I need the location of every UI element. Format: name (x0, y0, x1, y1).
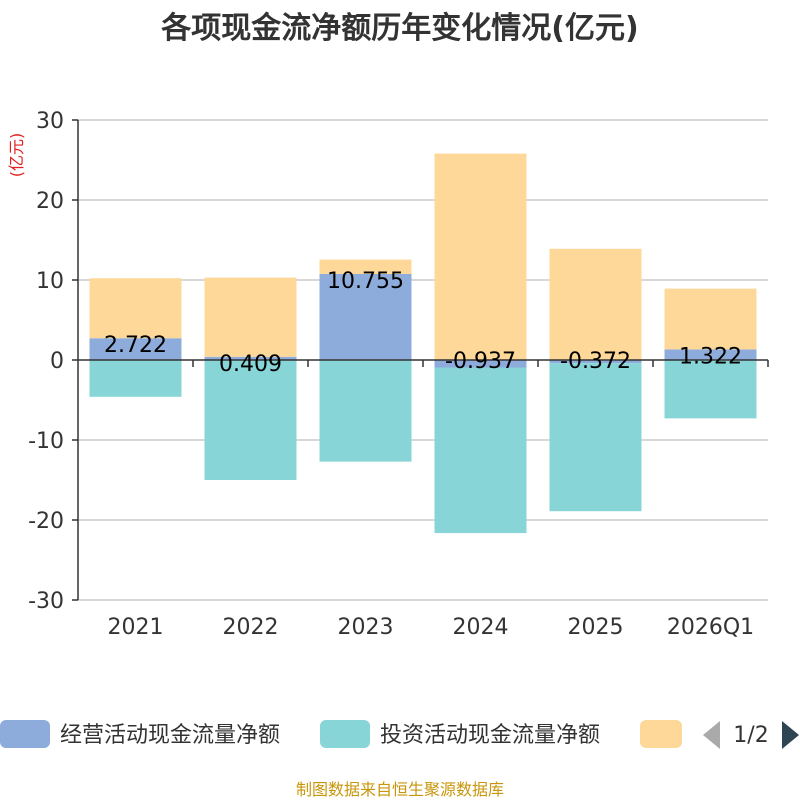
y-tick-label-20: 20 (36, 189, 64, 214)
grid-lines (78, 119, 768, 601)
legend: 经营活动现金流量净额 投资活动现金流量净额 1/2 (0, 720, 799, 749)
bar-2021-series-1 (89, 360, 182, 397)
bar-2024-series-0 (434, 360, 527, 368)
bar-2021-series-2 (89, 278, 182, 339)
y-axis-unit: (亿元) (7, 133, 26, 178)
data-label-2026Q1: 1.322 (679, 344, 742, 369)
legend-swatch-series-2[interactable] (640, 720, 682, 748)
x-tick-label-2025: 2025 (568, 615, 624, 640)
bar-2023-series-2 (319, 259, 412, 274)
source-note: 制图数据来自恒生聚源数据库 (296, 780, 504, 799)
legend-label-series-0[interactable]: 经营活动现金流量净额 (60, 723, 280, 748)
axes: 30 20 10 0 -10 -20 -30 2021 2022 2023 2024 2025 2026… (28, 109, 769, 640)
data-label-2022: 0.409 (219, 352, 282, 377)
x-tick-label-2021: 2021 (108, 615, 164, 640)
bars (89, 153, 757, 534)
bar-2023-series-0 (319, 273, 412, 360)
bar-2026Q1-series-2 (664, 288, 757, 350)
data-label-2021: 2.722 (104, 333, 167, 358)
legend-next-page-icon[interactable] (782, 721, 799, 749)
y-tick-label-10: 10 (36, 269, 64, 294)
bar-2025-series-2 (549, 248, 642, 360)
bar-2023-series-1 (319, 360, 412, 462)
legend-label-series-1[interactable]: 投资活动现金流量净额 (380, 723, 600, 748)
y-tick-label-30: 30 (36, 109, 64, 134)
y-tick-label-0: 0 (50, 349, 64, 374)
data-label-2025: -0.372 (560, 349, 631, 374)
x-tick-label-2023: 2023 (338, 615, 394, 640)
bar-2021-series-0 (89, 338, 182, 360)
bar-2022-series-0 (204, 356, 297, 360)
legend-swatch-series-1[interactable] (320, 720, 370, 748)
x-tick-label-2022: 2022 (223, 615, 279, 640)
y-tick-label--10: -10 (28, 429, 64, 454)
bar-2022-series-1 (204, 360, 297, 480)
legend-prev-page-icon[interactable] (703, 721, 720, 749)
bar-2025-series-0 (549, 360, 642, 364)
x-tick-label-2026Q1: 2026Q1 (667, 615, 754, 640)
bar-2026Q1-series-0 (664, 349, 757, 360)
legend-swatch-series-0[interactable] (0, 720, 50, 748)
x-tick-label-2024: 2024 (453, 615, 509, 640)
data-label-2023: 10.755 (327, 269, 404, 294)
y-tick-label--20: -20 (28, 509, 64, 534)
bar-2025-series-1 (549, 363, 642, 512)
bar-2024-series-2 (434, 153, 527, 360)
bar-2026Q1-series-1 (664, 360, 757, 419)
bar-2024-series-1 (434, 367, 527, 534)
legend-page-indicator: 1/2 (733, 723, 768, 748)
bar-2022-series-2 (204, 277, 297, 357)
data-label-2024: -0.937 (445, 349, 516, 374)
y-tick-label--30: -30 (28, 589, 64, 614)
chart-title: 各项现金流净额历年变化情况(亿元) (160, 11, 638, 46)
data-labels: 2.722 0.409 10.755 -0.937 -0.372 1.322 (104, 269, 742, 377)
